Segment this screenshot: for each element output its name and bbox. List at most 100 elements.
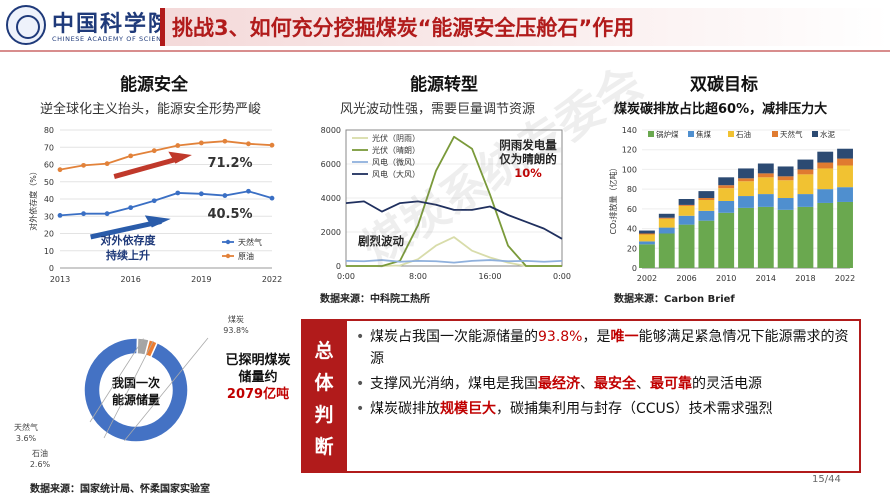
data-point <box>198 140 204 146</box>
carbon-title: 双碳目标 <box>690 75 758 95</box>
y-tick-label: 40 <box>44 195 54 204</box>
y-tick-label: 4000 <box>321 194 341 203</box>
x-tick-label: 2014 <box>756 274 776 283</box>
bar-segment <box>757 177 774 195</box>
title-accent <box>160 8 165 46</box>
bar-segment <box>678 204 695 206</box>
text: 支撑风光消纳，煤电是我国 <box>370 376 538 392</box>
bar-segment <box>639 233 655 235</box>
bar-segment <box>718 200 735 213</box>
bar-segment <box>757 194 774 207</box>
legend-label: 原油 <box>238 251 254 261</box>
y-tick-label: 80 <box>627 185 637 194</box>
dependency-note: 持续上升 <box>106 248 150 262</box>
series-line <box>59 140 273 171</box>
bar-segment <box>797 159 814 170</box>
legend-label: 天然气 <box>238 237 262 247</box>
bullet-reserve: 煤炭占我国一次能源储量的93.8%，是唯一能够满足紧急情况下能源需求的资源 <box>356 326 856 370</box>
y-tick-label: 50 <box>44 178 54 187</box>
series-line <box>346 135 562 267</box>
y-tick-label: 140 <box>622 126 637 135</box>
text: 能够满足紧急情况下能源需求的资源 <box>370 329 849 367</box>
text: 煤炭占我国一次能源储量的 <box>370 329 538 345</box>
bar-segment <box>639 244 655 268</box>
y-tick-label: 60 <box>44 161 54 170</box>
series-line <box>345 200 563 240</box>
logo-english-name: CHINESE ACADEMY OF SCIENCES <box>52 35 177 43</box>
legend-swatch <box>648 131 654 137</box>
bar-segment <box>718 212 735 268</box>
y-axis-label: CO₂排放量（亿吨） <box>608 163 618 234</box>
legend-swatch <box>772 131 778 137</box>
bar-segment <box>698 220 715 268</box>
cas-seal-logo <box>6 5 46 45</box>
data-point <box>269 195 275 201</box>
x-tick-label: 2022 <box>835 274 855 283</box>
bar-segment <box>797 169 814 175</box>
y-tick-label: 100 <box>622 165 637 174</box>
oil-value-label: 71.2% <box>207 156 252 171</box>
data-point <box>104 161 110 167</box>
dependency-chart: 0 10 20 30 40 50 60 70 80 2013 2016 2019 2022 对外依存度（%… <box>28 126 282 284</box>
data-point <box>175 143 181 148</box>
bar-segment <box>698 199 715 211</box>
data-point <box>246 141 251 147</box>
bar-segment <box>658 233 675 268</box>
gas-trend-arrow <box>90 218 162 240</box>
legend-marker <box>225 239 231 245</box>
series-line <box>345 259 563 264</box>
pie-value: 3.6% <box>16 434 37 443</box>
bar-segment <box>777 176 794 181</box>
co2-chart: 0 20 40 60 80 100 120 140 CO₂排放量（亿吨） 2002 2006 2010… <box>608 126 855 283</box>
y-tick-label: 40 <box>627 225 637 234</box>
data-point <box>104 211 110 217</box>
bar-segment <box>837 165 853 188</box>
leader-line <box>89 338 144 423</box>
highlight: 唯一 <box>610 329 639 345</box>
y-tick-label: 8000 <box>321 126 341 135</box>
transition-subtitle: 风光波动性强，需要巨量调节资源 <box>340 102 536 117</box>
legend-marker <box>225 253 231 259</box>
y-tick-label: 120 <box>622 146 637 155</box>
highlight: 规模巨大 <box>440 401 496 417</box>
pie-center-label: 能源储量 <box>112 392 160 407</box>
data-point <box>128 153 134 159</box>
fluctuation-note: 剧烈波动 <box>358 234 404 248</box>
data-point <box>57 212 63 218</box>
y-tick-label: 6000 <box>321 160 341 169</box>
y-tick-label: 80 <box>44 126 54 135</box>
bar-segment <box>837 148 853 159</box>
transition-title: 能源转型 <box>410 75 478 95</box>
security-subtitle: 逆全球化主义抬头，能源安全形势严峻 <box>40 102 262 117</box>
bar-segment <box>639 234 655 242</box>
text: 的灵活电源 <box>692 376 762 392</box>
summary-tag-char: 断 <box>314 436 334 458</box>
reserve-line1: 已探明煤炭 <box>225 353 291 368</box>
bar-segment <box>757 163 774 174</box>
summary-tag-char: 总 <box>314 340 334 362</box>
legend-label: 天然气 <box>780 129 803 139</box>
bar-segment <box>777 166 794 177</box>
legend-swatch <box>728 131 734 137</box>
x-tick-label: 16:00 <box>478 272 501 281</box>
security-title: 能源安全 <box>120 75 188 95</box>
rainy-pct: 10% <box>514 166 542 180</box>
bar-segment <box>797 174 814 195</box>
pie-label: 天然气 <box>14 422 38 432</box>
text: 、 <box>636 376 650 392</box>
bar-segment <box>658 213 675 218</box>
bar-segment <box>678 215 695 225</box>
bar-segment <box>777 198 794 210</box>
bar-segment <box>817 202 834 268</box>
bar-segment <box>817 162 834 169</box>
bar-segment <box>738 196 754 208</box>
legend-label: 风电（大风） <box>372 169 420 179</box>
data-point <box>81 211 86 217</box>
data-point <box>128 205 134 211</box>
highlight: 最经济 <box>538 376 580 392</box>
bar-segment <box>658 218 675 228</box>
reserve-note: 已探明煤炭 储量约 2079亿吨 <box>216 352 300 403</box>
legend-label: 光伏（阴雨） <box>372 133 420 143</box>
x-tick-label: 2006 <box>676 274 696 283</box>
summary-bullets: 煤炭占我国一次能源储量的93.8%，是唯一能够满足紧急情况下能源需求的资源 支撑… <box>356 326 856 423</box>
